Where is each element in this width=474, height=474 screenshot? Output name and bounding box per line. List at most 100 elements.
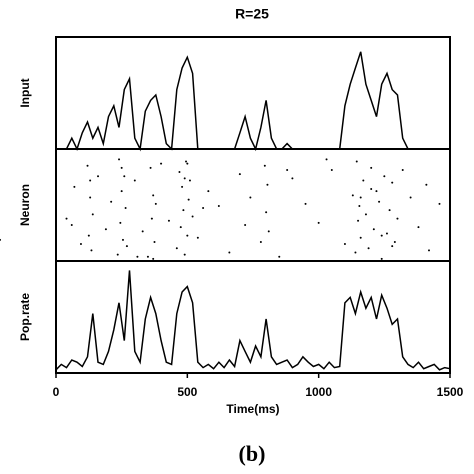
- spike: [183, 177, 186, 180]
- spike: [343, 243, 346, 246]
- spike: [202, 207, 205, 210]
- spike: [118, 158, 121, 161]
- y-axis-label: Input: [18, 78, 32, 107]
- spike: [217, 204, 220, 207]
- spike: [120, 190, 123, 193]
- spike: [359, 236, 362, 239]
- spike: [383, 175, 386, 178]
- spike: [191, 215, 194, 218]
- spike: [372, 228, 375, 231]
- spike: [249, 196, 252, 199]
- spike: [378, 200, 381, 203]
- spike: [401, 168, 404, 171]
- spike: [186, 162, 189, 165]
- spike: [362, 179, 365, 182]
- spike: [207, 190, 210, 193]
- spike: [146, 255, 149, 258]
- spike: [152, 257, 155, 260]
- spike: [409, 196, 412, 199]
- spike: [97, 175, 100, 178]
- spike: [304, 202, 307, 205]
- spike: [364, 213, 367, 216]
- spike: [185, 160, 188, 163]
- spike: [121, 238, 124, 241]
- spike: [388, 209, 391, 212]
- spike: [425, 183, 428, 186]
- y-axis-label: Neuron: [18, 184, 32, 226]
- spike: [133, 179, 136, 182]
- spike: [291, 177, 294, 180]
- spike: [266, 183, 269, 186]
- spike: [125, 245, 128, 248]
- spike: [370, 188, 373, 190]
- spike: [228, 251, 231, 254]
- spike: [196, 236, 199, 239]
- spike: [417, 226, 420, 229]
- spike: [182, 209, 185, 212]
- spike: [175, 247, 178, 250]
- spike: [278, 255, 281, 258]
- spike: [123, 175, 126, 178]
- spike: [438, 202, 441, 205]
- spike: [188, 179, 191, 182]
- caption: (b): [239, 441, 266, 466]
- spike: [396, 217, 399, 220]
- spike: [359, 196, 362, 199]
- spike: [393, 240, 396, 243]
- x-tick-label: 1500: [437, 385, 464, 399]
- x-tick-label: 500: [177, 385, 197, 399]
- spike: [380, 234, 383, 237]
- spike: [65, 217, 68, 220]
- spike: [375, 190, 378, 193]
- spike: [91, 213, 94, 216]
- spike: [153, 240, 156, 243]
- spike: [141, 230, 144, 233]
- title: R=25: [235, 6, 269, 22]
- spike: [119, 221, 122, 224]
- spike: [427, 249, 430, 252]
- spike: [380, 257, 383, 260]
- spike: [0, 238, 1, 241]
- spike: [186, 234, 189, 237]
- spike: [104, 228, 107, 231]
- spike: [124, 207, 127, 210]
- spike: [167, 219, 170, 222]
- spike: [391, 245, 394, 248]
- spike: [150, 217, 153, 220]
- spike: [391, 181, 394, 184]
- spike: [160, 162, 163, 165]
- line: [56, 51, 450, 152]
- spike: [286, 168, 289, 171]
- spike: [136, 255, 139, 258]
- line: [55, 270, 451, 371]
- spike: [370, 166, 373, 169]
- y-axis-label: Pop.rate: [18, 293, 32, 341]
- panel-frame: [55, 148, 451, 262]
- spike: [317, 221, 320, 224]
- panel-frame: [55, 36, 451, 150]
- spike: [263, 164, 266, 167]
- spike: [86, 164, 89, 167]
- spike: [367, 247, 370, 250]
- spike: [154, 202, 157, 205]
- spike: [325, 158, 328, 161]
- spike: [70, 224, 73, 226]
- spike: [110, 200, 113, 203]
- spike: [357, 219, 360, 222]
- x-tick-label: 0: [53, 385, 60, 399]
- spike: [183, 253, 186, 256]
- spike: [79, 243, 82, 246]
- spike: [355, 160, 358, 163]
- spike: [178, 171, 181, 174]
- x-tick-label: 1000: [305, 385, 332, 399]
- panel-frame: [55, 260, 451, 374]
- spike: [181, 185, 184, 188]
- spike: [87, 234, 90, 237]
- spike: [259, 240, 262, 243]
- x-axis-label: Time(ms): [226, 402, 279, 416]
- spike: [89, 179, 92, 182]
- spike: [358, 204, 361, 207]
- spike: [90, 249, 93, 252]
- spike: [385, 232, 388, 235]
